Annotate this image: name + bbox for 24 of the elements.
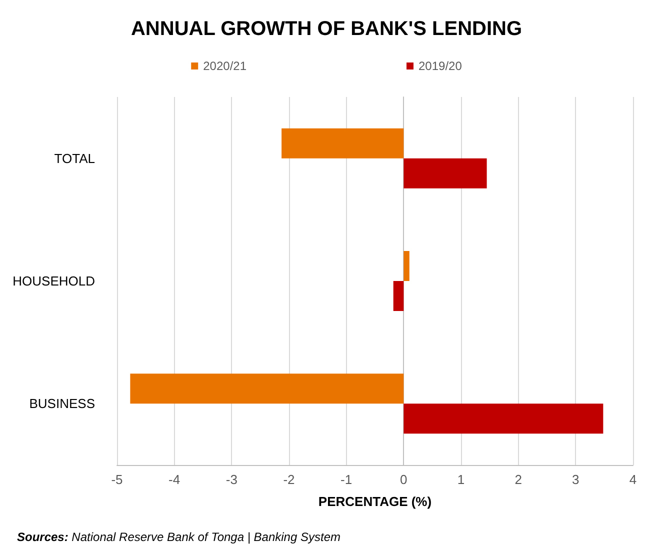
x-tick-label: -5 xyxy=(111,472,123,487)
y-tick-label: BUSINESS xyxy=(29,396,96,412)
chart-title: ANNUAL GROWTH OF BANK'S LENDING xyxy=(130,18,522,40)
legend-label: 2020/21 xyxy=(203,59,247,73)
bar xyxy=(393,281,404,311)
y-tick-label: TOTAL xyxy=(54,150,95,166)
x-tick-label: -4 xyxy=(168,472,180,487)
x-tick-label: 4 xyxy=(629,472,637,487)
x-axis-title: PERCENTAGE (%) xyxy=(318,494,432,509)
x-tick-label: 1 xyxy=(457,472,465,487)
x-tick-label: -3 xyxy=(226,472,238,487)
x-tick-label: -2 xyxy=(283,472,295,487)
bar xyxy=(282,128,404,158)
legend-label: 2019/20 xyxy=(418,59,462,73)
bar xyxy=(404,158,487,188)
x-tick-label: 0 xyxy=(400,472,408,487)
x-tick-label: -1 xyxy=(340,472,352,487)
bar xyxy=(404,404,604,434)
x-tick-label: 3 xyxy=(572,472,580,487)
source-note: Sources: National Reserve Bank of Tonga | Banking System xyxy=(17,530,341,544)
bar xyxy=(404,251,410,281)
y-tick-label: HOUSEHOLD xyxy=(12,274,95,288)
x-tick-label: 2 xyxy=(514,472,522,487)
bar xyxy=(130,374,404,404)
